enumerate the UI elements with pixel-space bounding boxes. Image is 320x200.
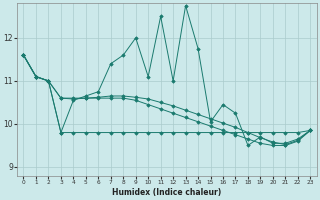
X-axis label: Humidex (Indice chaleur): Humidex (Indice chaleur) — [112, 188, 221, 197]
